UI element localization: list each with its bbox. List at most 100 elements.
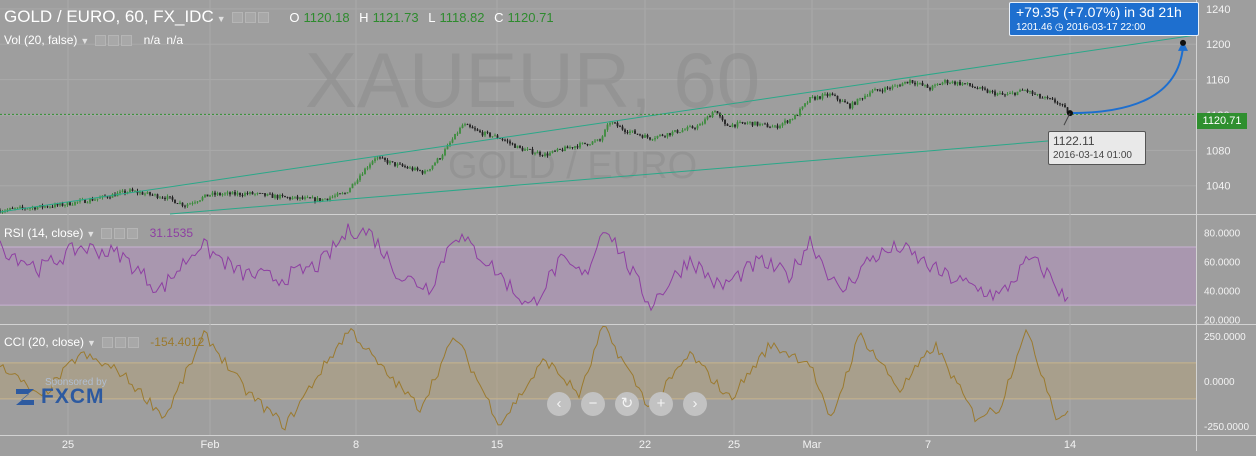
eye-icon[interactable] [244,12,256,24]
candle-body [866,95,869,97]
candle-body [201,197,204,201]
candle-body [771,126,774,128]
zoom-out-icon[interactable]: − [581,392,605,416]
candle-body [189,203,191,205]
candle-body [609,123,611,125]
candle-body [214,192,216,195]
candle-body [816,96,819,100]
price-pane[interactable] [0,34,1197,215]
candle-body [691,126,694,129]
candle-body [474,128,476,130]
close-icon[interactable] [257,12,269,24]
candle-body [1034,93,1036,95]
time-axis-tick: 25 [62,439,74,451]
volume-label[interactable]: Vol (20, false) [4,33,78,47]
candle-body [911,80,914,83]
close-icon[interactable] [121,35,133,47]
candle-body [109,197,111,199]
time-axis-tick: 14 [1064,439,1076,451]
candle-body [409,167,411,169]
candle-body [879,90,881,92]
candle-body [554,150,556,152]
candle-body [341,193,344,195]
chevron-down-icon[interactable]: ▼ [216,14,226,24]
candle-body [679,132,681,133]
candle-body [641,135,644,138]
close-icon[interactable] [127,337,139,349]
candle-body [966,83,969,84]
candle-body [599,139,601,141]
eye-icon[interactable] [101,337,113,349]
candle-body [211,192,214,195]
candle-body [849,103,851,109]
candle-body [1066,107,1069,113]
candle-body [751,121,754,126]
candle-body [1041,97,1044,99]
rsi-axis-tick: 80.0000 [1204,228,1241,239]
candle-body [221,194,224,196]
reset-icon[interactable]: ↻ [615,392,639,416]
projection-label[interactable]: +79.35 (+7.07%) in 3d 21h 1201.46 ◷ 2016… [1009,2,1199,36]
candle-body [961,83,964,85]
candle-body [111,194,114,198]
symbol-title[interactable]: GOLD / EURO, 60, FX_IDC [4,7,214,26]
candle-body [791,119,794,120]
candle-body [719,113,721,117]
trend-channel-upper [0,34,1197,213]
settings-icon[interactable] [114,337,126,349]
chevron-down-icon[interactable]: ▼ [87,338,96,348]
candle-body [244,193,246,196]
candle-body [871,90,874,93]
candle-body [684,129,686,131]
candle-body [521,147,524,151]
candle-body [981,87,984,89]
settings-icon[interactable] [108,35,120,47]
candle-body [844,100,846,103]
candle-body [434,162,436,166]
settings-icon[interactable] [114,228,126,240]
candle-body [741,122,744,124]
candle-body [531,149,534,154]
chevron-down-icon[interactable]: ▼ [80,36,90,46]
candle-body [351,183,354,189]
candle-body [651,139,654,141]
candle-body [659,134,661,136]
chevron-left-icon[interactable]: ‹ [547,392,571,416]
candle-body [476,129,479,131]
zoom-in-icon[interactable]: + [649,392,673,416]
settings-icon[interactable] [231,12,243,24]
candle-body [516,145,519,148]
candle-body [819,96,821,99]
close-icon[interactable] [127,228,139,240]
eye-icon[interactable] [95,35,107,47]
candle-body [241,195,244,196]
candle-body [61,203,64,206]
candle-body [461,125,464,129]
volume-value: n/a [166,33,184,47]
candle-body [286,197,289,198]
ohlc-key: H [359,10,369,25]
candle-body [639,134,641,136]
eye-icon[interactable] [101,228,113,240]
candle-body [1004,94,1006,96]
cci-label[interactable]: CCI (20, close) [4,335,85,349]
candle-body [621,126,624,130]
candle-body [364,168,366,175]
candle-body [619,126,621,128]
candle-body [346,192,349,194]
chevron-down-icon[interactable]: ▼ [86,229,96,239]
candle-body [49,206,51,208]
candle-body [411,167,414,171]
candle-body [551,150,554,153]
candle-body [459,128,461,134]
candle-body [524,149,526,151]
rsi-label[interactable]: RSI (14, close) [4,226,84,240]
candle-body [881,90,884,92]
candle-body [869,92,871,96]
candle-body [264,193,266,196]
rsi-pane[interactable] [0,223,1196,312]
chevron-right-icon[interactable]: › [683,392,707,416]
candle-body [529,148,531,150]
